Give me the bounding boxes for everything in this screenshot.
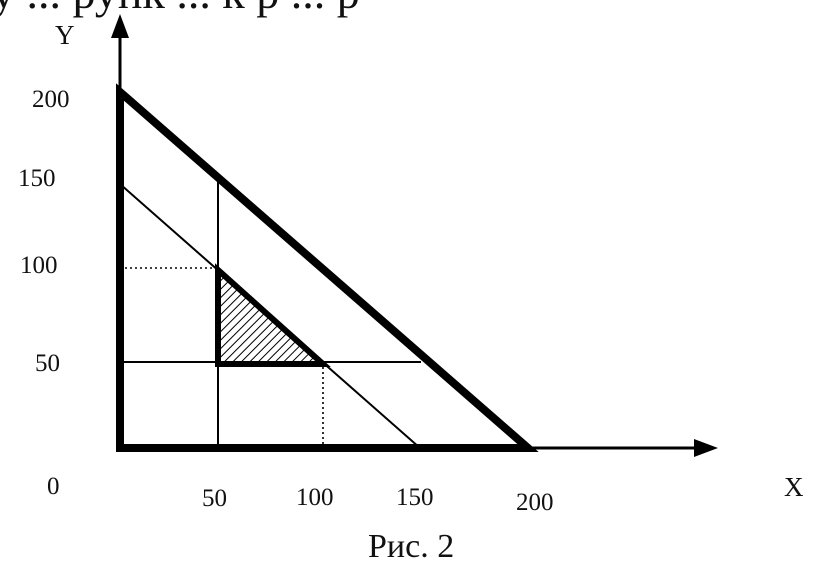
- x-tick-label-50: 50: [202, 485, 227, 512]
- y-tick-label-100: 100: [20, 252, 58, 279]
- x-tick-label-100: 100: [296, 484, 334, 511]
- large-triangle: [116, 83, 539, 452]
- y-axis-label: Y: [55, 20, 75, 50]
- y-tick-label-50: 50: [35, 350, 60, 377]
- x-tick-label-200: 200: [516, 489, 554, 516]
- origin-label: 0: [47, 473, 60, 500]
- y-tick-label-200: 200: [32, 86, 70, 113]
- figure-caption: Рис. 2: [368, 528, 454, 565]
- hatched-triangle: [215, 263, 331, 367]
- y-axis-arrow: [111, 14, 129, 38]
- y-tick-label-150: 150: [18, 165, 56, 192]
- x-axis-label: X: [784, 472, 804, 502]
- x-axis-arrow: [694, 439, 718, 457]
- x-tick-label-150: 150: [396, 484, 434, 511]
- header-text-cut: у ... рупк ... к р ... р: [0, 0, 360, 18]
